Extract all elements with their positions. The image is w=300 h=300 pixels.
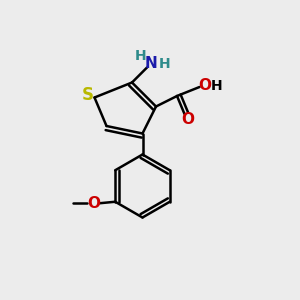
- Text: H: H: [135, 49, 147, 62]
- Text: N: N: [145, 56, 158, 71]
- Text: H: H: [211, 79, 223, 92]
- Text: O: O: [198, 78, 212, 93]
- Text: H: H: [159, 57, 171, 70]
- Text: O: O: [181, 112, 194, 127]
- Text: O: O: [88, 196, 101, 211]
- Text: S: S: [82, 85, 94, 103]
